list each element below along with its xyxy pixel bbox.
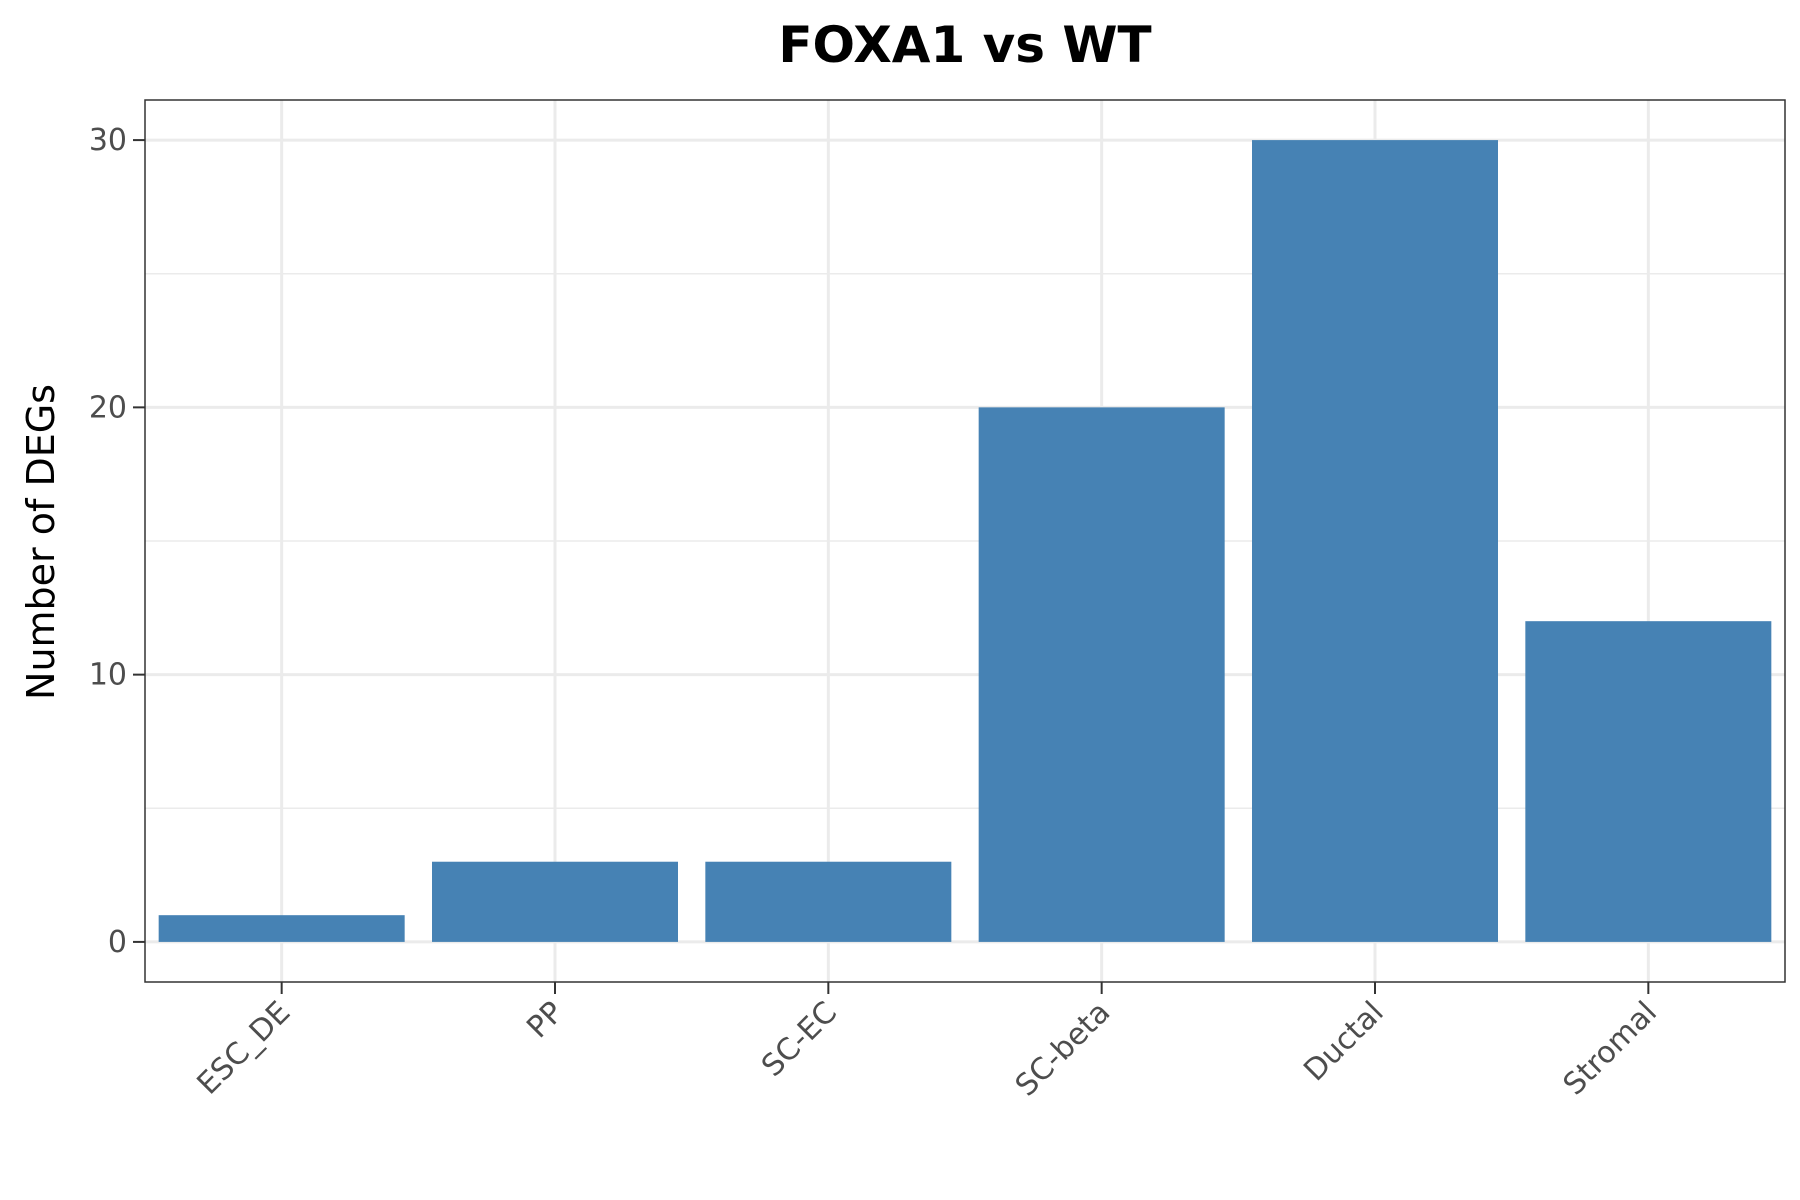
x-tick-label: SC-beta xyxy=(1009,995,1118,1104)
x-tick-label: ESC_DE xyxy=(191,995,298,1102)
y-tick-label: 20 xyxy=(89,390,127,425)
bar-sc-ec xyxy=(705,861,952,942)
y-tick-label: 30 xyxy=(89,123,127,158)
x-tick-label: Stromal xyxy=(1557,995,1664,1102)
panel-border xyxy=(144,99,1786,983)
x-tick-label: Ductal xyxy=(1297,995,1390,1088)
y-tick-label: 10 xyxy=(89,658,127,693)
plot-area: 0 10 20 30 ESC_DE PP SC-EC SC-beta Ductal Stromal xyxy=(89,99,1786,1104)
bar-esc-de xyxy=(158,915,405,942)
bar-stromal xyxy=(1525,621,1772,942)
x-tick-label: SC-EC xyxy=(755,995,844,1084)
bar-pp xyxy=(432,861,678,942)
y-tick-label: 0 xyxy=(108,925,127,960)
y-axis-label: Number of DEGs xyxy=(19,384,63,700)
chart-title: FOXA1 vs WT xyxy=(778,16,1151,74)
bar-ductal xyxy=(1252,140,1498,942)
x-tick-label: PP xyxy=(520,995,570,1045)
bar-sc-beta xyxy=(978,407,1225,942)
